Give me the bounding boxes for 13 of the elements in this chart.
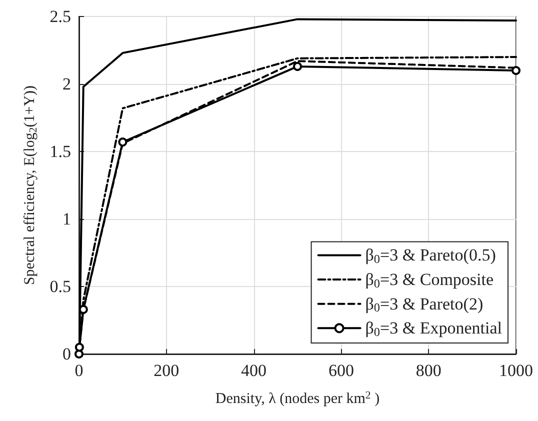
y-tick-label: 2.5 [50,7,71,26]
y-tick-label: 1.5 [50,142,71,161]
x-tick-label: 600 [328,361,354,380]
y-tick-label: 0.5 [50,277,71,296]
y-tick-label: 1 [62,210,71,228]
x-tick-label: 400 [241,361,267,380]
y-tick-label: 2 [62,74,71,94]
x-tick-label: 1000 [499,361,533,380]
x-tick-label: 0 [74,361,84,380]
y-tick-label: 0 [62,344,71,364]
y-axis-title: Spectral efficiency, E(log2(1+Y)) [22,85,40,286]
x-tick-label: 200 [154,361,180,380]
x-tick-label: 800 [416,361,442,380]
